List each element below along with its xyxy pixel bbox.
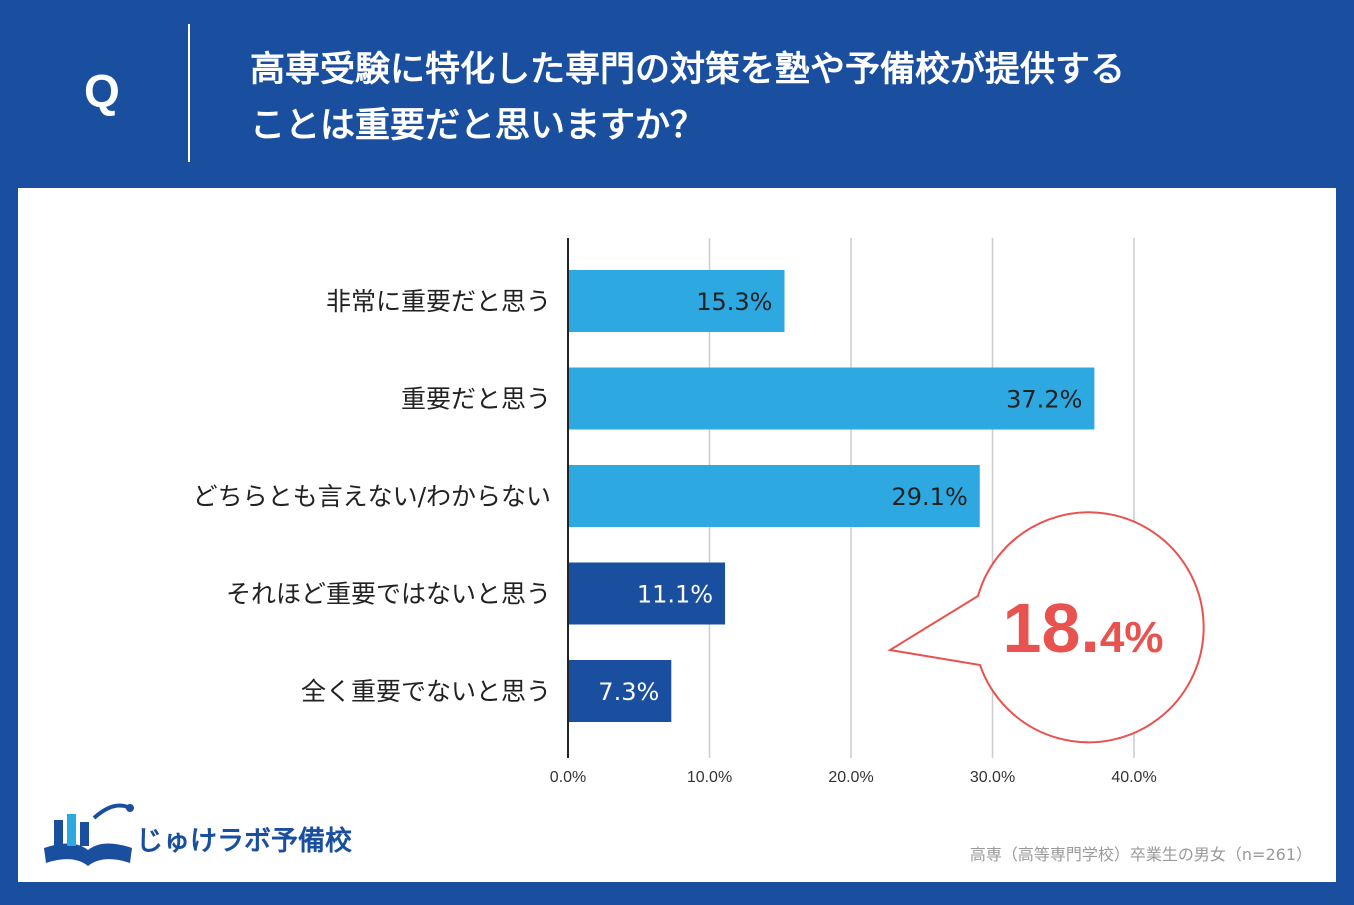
header-divider xyxy=(188,24,190,162)
callout-bubble: 18.4% xyxy=(887,511,1205,744)
bar-chart: 0.0% 10.0% 20.0% 30.0% 40.0% 非常に重要だと思う 15.3% 重要… xyxy=(44,238,1312,866)
chart-panel: 0.0% 10.0% 20.0% 30.0% 40.0% 非常に重要だと思う 15.3% 重要… xyxy=(18,188,1336,882)
x-tick-label: 20.0% xyxy=(828,769,873,786)
bar-value-label: 7.3% xyxy=(598,678,659,706)
bar xyxy=(568,562,726,625)
question-line-2: ことは重要だと思いますか？ xyxy=(250,106,706,146)
bar xyxy=(568,660,672,722)
x-tick-label: 10.0% xyxy=(687,769,732,786)
header-banner: Q 高専受験に特化した専門の対策を塾や予備校が提供する ことは重要だと思いますか… xyxy=(0,0,1354,188)
bar-value-label: 11.1% xyxy=(637,581,713,609)
logo-text: じゅけラボ予備校 xyxy=(136,825,352,857)
x-tick-label: 0.0% xyxy=(550,769,586,786)
bar-value-label: 29.1% xyxy=(892,483,968,511)
x-tick-label: 30.0% xyxy=(970,769,1015,786)
bar-value-label: 37.2% xyxy=(1006,386,1082,414)
bar-value-label: 15.3% xyxy=(696,288,772,316)
x-tick-label: 40.0% xyxy=(1111,769,1156,786)
category-label: どちらとも言えない/わからない xyxy=(193,482,551,511)
bar xyxy=(568,367,1095,430)
question-line-1: 高専受験に特化した専門の対策を塾や予備校が提供する xyxy=(250,50,1126,90)
callout-shape xyxy=(887,511,1205,744)
book-icon xyxy=(44,803,134,866)
bar xyxy=(568,465,980,527)
logo: じゅけラボ予備校 xyxy=(44,803,352,866)
question-mark-label: Q xyxy=(84,65,120,117)
category-label: 非常に重要だと思う xyxy=(326,287,551,316)
category-label: それほど重要ではないと思う xyxy=(226,580,551,609)
category-label: 全く重要でないと思う xyxy=(301,677,551,706)
category-label: 重要だと思う xyxy=(401,385,551,414)
callout-value: 18.4% xyxy=(1003,589,1164,667)
sample-footnote: 高専（高等専門学校）卒業生の男女（n=261） xyxy=(970,845,1312,864)
question-title: 高専受験に特化した専門の対策を塾や予備校が提供する ことは重要だと思いますか？ xyxy=(250,42,1330,154)
bar xyxy=(568,270,785,332)
